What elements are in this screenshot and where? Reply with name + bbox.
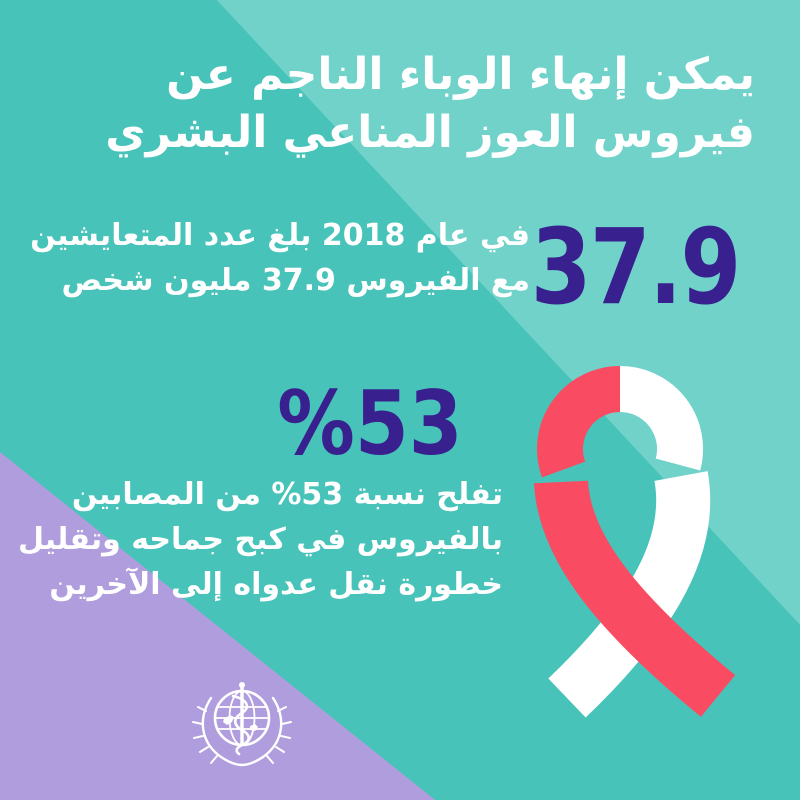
ribbon-band-red (534, 479, 736, 717)
who-logo: منظمة الصحة العالمية (0, 676, 300, 786)
stat-percent-value: %53 (277, 372, 463, 475)
ribbon-arc-white (618, 366, 703, 471)
aids-awareness-ribbon-icon (534, 366, 736, 718)
stat-percent-text-line-1: تفلح نسبة 53% من المصابين (71, 477, 503, 512)
stat-people-text-line-2: مع الفيروس 37.9 مليون شخص (61, 263, 530, 298)
title-line-1: يمكن إنهاء الوباء الناجم عن (166, 49, 755, 100)
stat-percent-text-line-3: خطورة نقل عدواه إلى الآخرين (49, 567, 503, 602)
stat-people-value: 37.9 (531, 206, 742, 328)
stat-people-text: في عام 2018 بلغ عدد المتعايشين مع الفيرو… (30, 213, 530, 303)
stat-percent-text-line-2: بالفيروس في كبح جماحه وتقليل (17, 522, 503, 557)
stat-percent-text: تفلح نسبة 53% من المصابين بالفيروس في كب… (18, 472, 503, 607)
ribbon-arc-red (537, 366, 622, 478)
who-emblem-icon (192, 682, 292, 767)
ribbon-band-white (548, 471, 711, 718)
stat-people-text-line-1: في عام 2018 بلغ عدد المتعايشين (30, 218, 530, 253)
title-line-2: فيروس العوز المناعي البشري (105, 107, 755, 159)
page-title: يمكن إنهاء الوباء الناجم عن فيروس العوز … (105, 46, 755, 162)
